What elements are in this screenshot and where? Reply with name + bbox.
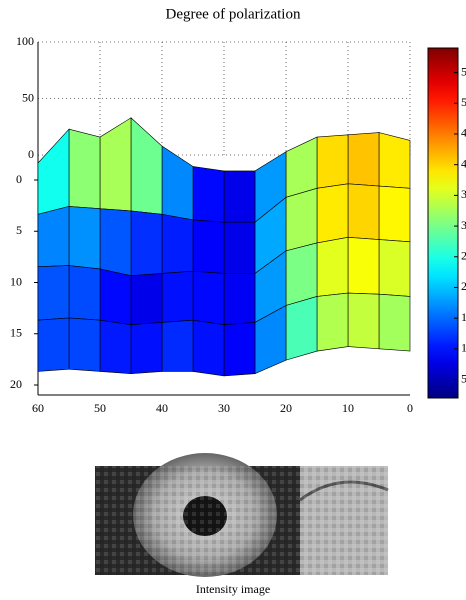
- surface-patch: [99, 319, 132, 375]
- surface-patch: [223, 273, 256, 326]
- colorbar-tick-label: 15: [461, 310, 466, 324]
- surface-patch: [347, 292, 380, 350]
- surface-patch: [316, 183, 349, 244]
- image-caption: Intensity image: [196, 582, 270, 596]
- colorbar: [427, 47, 459, 399]
- surface-patch: [378, 185, 411, 243]
- x-tick-label: 50: [94, 401, 106, 415]
- surface-patch: [192, 270, 225, 326]
- x-tick-label: 30: [218, 401, 230, 415]
- surface-patch: [223, 170, 256, 223]
- surface-patch: [378, 293, 411, 352]
- y-tick-label: 0: [16, 172, 22, 186]
- surface-patch: [347, 132, 380, 187]
- x-tick-label: 0: [407, 401, 413, 415]
- surface-patch: [161, 270, 194, 323]
- surface-patch: [130, 273, 163, 326]
- surface-patch: [161, 213, 194, 274]
- surface-patch: [37, 128, 70, 215]
- surface-patch: [68, 317, 101, 372]
- image-texture: [95, 466, 388, 575]
- surface-patch: [285, 136, 318, 198]
- surface-patch: [161, 145, 194, 221]
- x-tick-label: 10: [342, 401, 354, 415]
- surface-patch: [130, 117, 163, 215]
- surface-patch: [316, 134, 349, 189]
- surface-patch: [316, 292, 349, 352]
- surface-patch: [285, 187, 318, 252]
- z-tick-label: 50: [22, 90, 34, 104]
- surface-patch: [285, 242, 318, 306]
- surface-patch: [223, 221, 256, 274]
- colorbar-tick-label: 10: [461, 341, 466, 355]
- chart-title: Degree of polarization: [166, 6, 301, 22]
- surface-patch: [99, 268, 132, 326]
- surface-patch: [192, 166, 225, 223]
- x-tick-label: 40: [156, 401, 168, 415]
- surface-patch: [192, 219, 225, 274]
- surface-patch: [99, 117, 132, 212]
- y-tick-label: 10: [10, 274, 22, 288]
- surface-patch: [130, 322, 163, 375]
- surface-patch: [37, 265, 70, 321]
- surface-patch: [316, 236, 349, 297]
- surface-patch: [130, 210, 163, 277]
- plot-area: [34, 41, 411, 396]
- z-tick-label: 0: [28, 147, 34, 161]
- y-tick-label: 5: [16, 223, 22, 237]
- surface-patch: [68, 206, 101, 270]
- surface-patch: [68, 128, 101, 209]
- y-tick-label: 20: [10, 377, 22, 391]
- surface-patch: [37, 317, 70, 372]
- surface-patch: [285, 296, 318, 361]
- z-tick-label: 100: [16, 34, 34, 48]
- surface-patch: [192, 319, 225, 377]
- surface-patch: [68, 265, 101, 321]
- surface-patch: [378, 239, 411, 297]
- colorbar-tick-label: 50: [461, 95, 466, 109]
- colorbar-tick-label: 45: [461, 126, 466, 140]
- colorbar-tick-label: 20: [461, 279, 466, 293]
- surface-patch: [223, 322, 256, 377]
- colorbar-tick-label: 55: [461, 64, 466, 78]
- surface-patch: [99, 208, 132, 277]
- surface-patch: [378, 132, 411, 189]
- colorbar-tick-label: 25: [461, 249, 466, 263]
- x-tick-label: 20: [280, 401, 292, 415]
- surface-patch: [347, 183, 380, 240]
- colorbar-tick-label: 40: [461, 156, 466, 170]
- colorbar-tick-label: 5: [461, 371, 466, 385]
- surface-patch: [37, 206, 70, 267]
- surface-patch: [347, 236, 380, 295]
- x-tick-label: 60: [32, 401, 44, 415]
- surface-patch: [161, 319, 194, 372]
- intensity-image: [95, 453, 389, 577]
- y-tick-label: 15: [10, 326, 22, 340]
- colorbar-tick-label: 35: [461, 187, 466, 201]
- colorbar-tick-label: 30: [461, 218, 466, 232]
